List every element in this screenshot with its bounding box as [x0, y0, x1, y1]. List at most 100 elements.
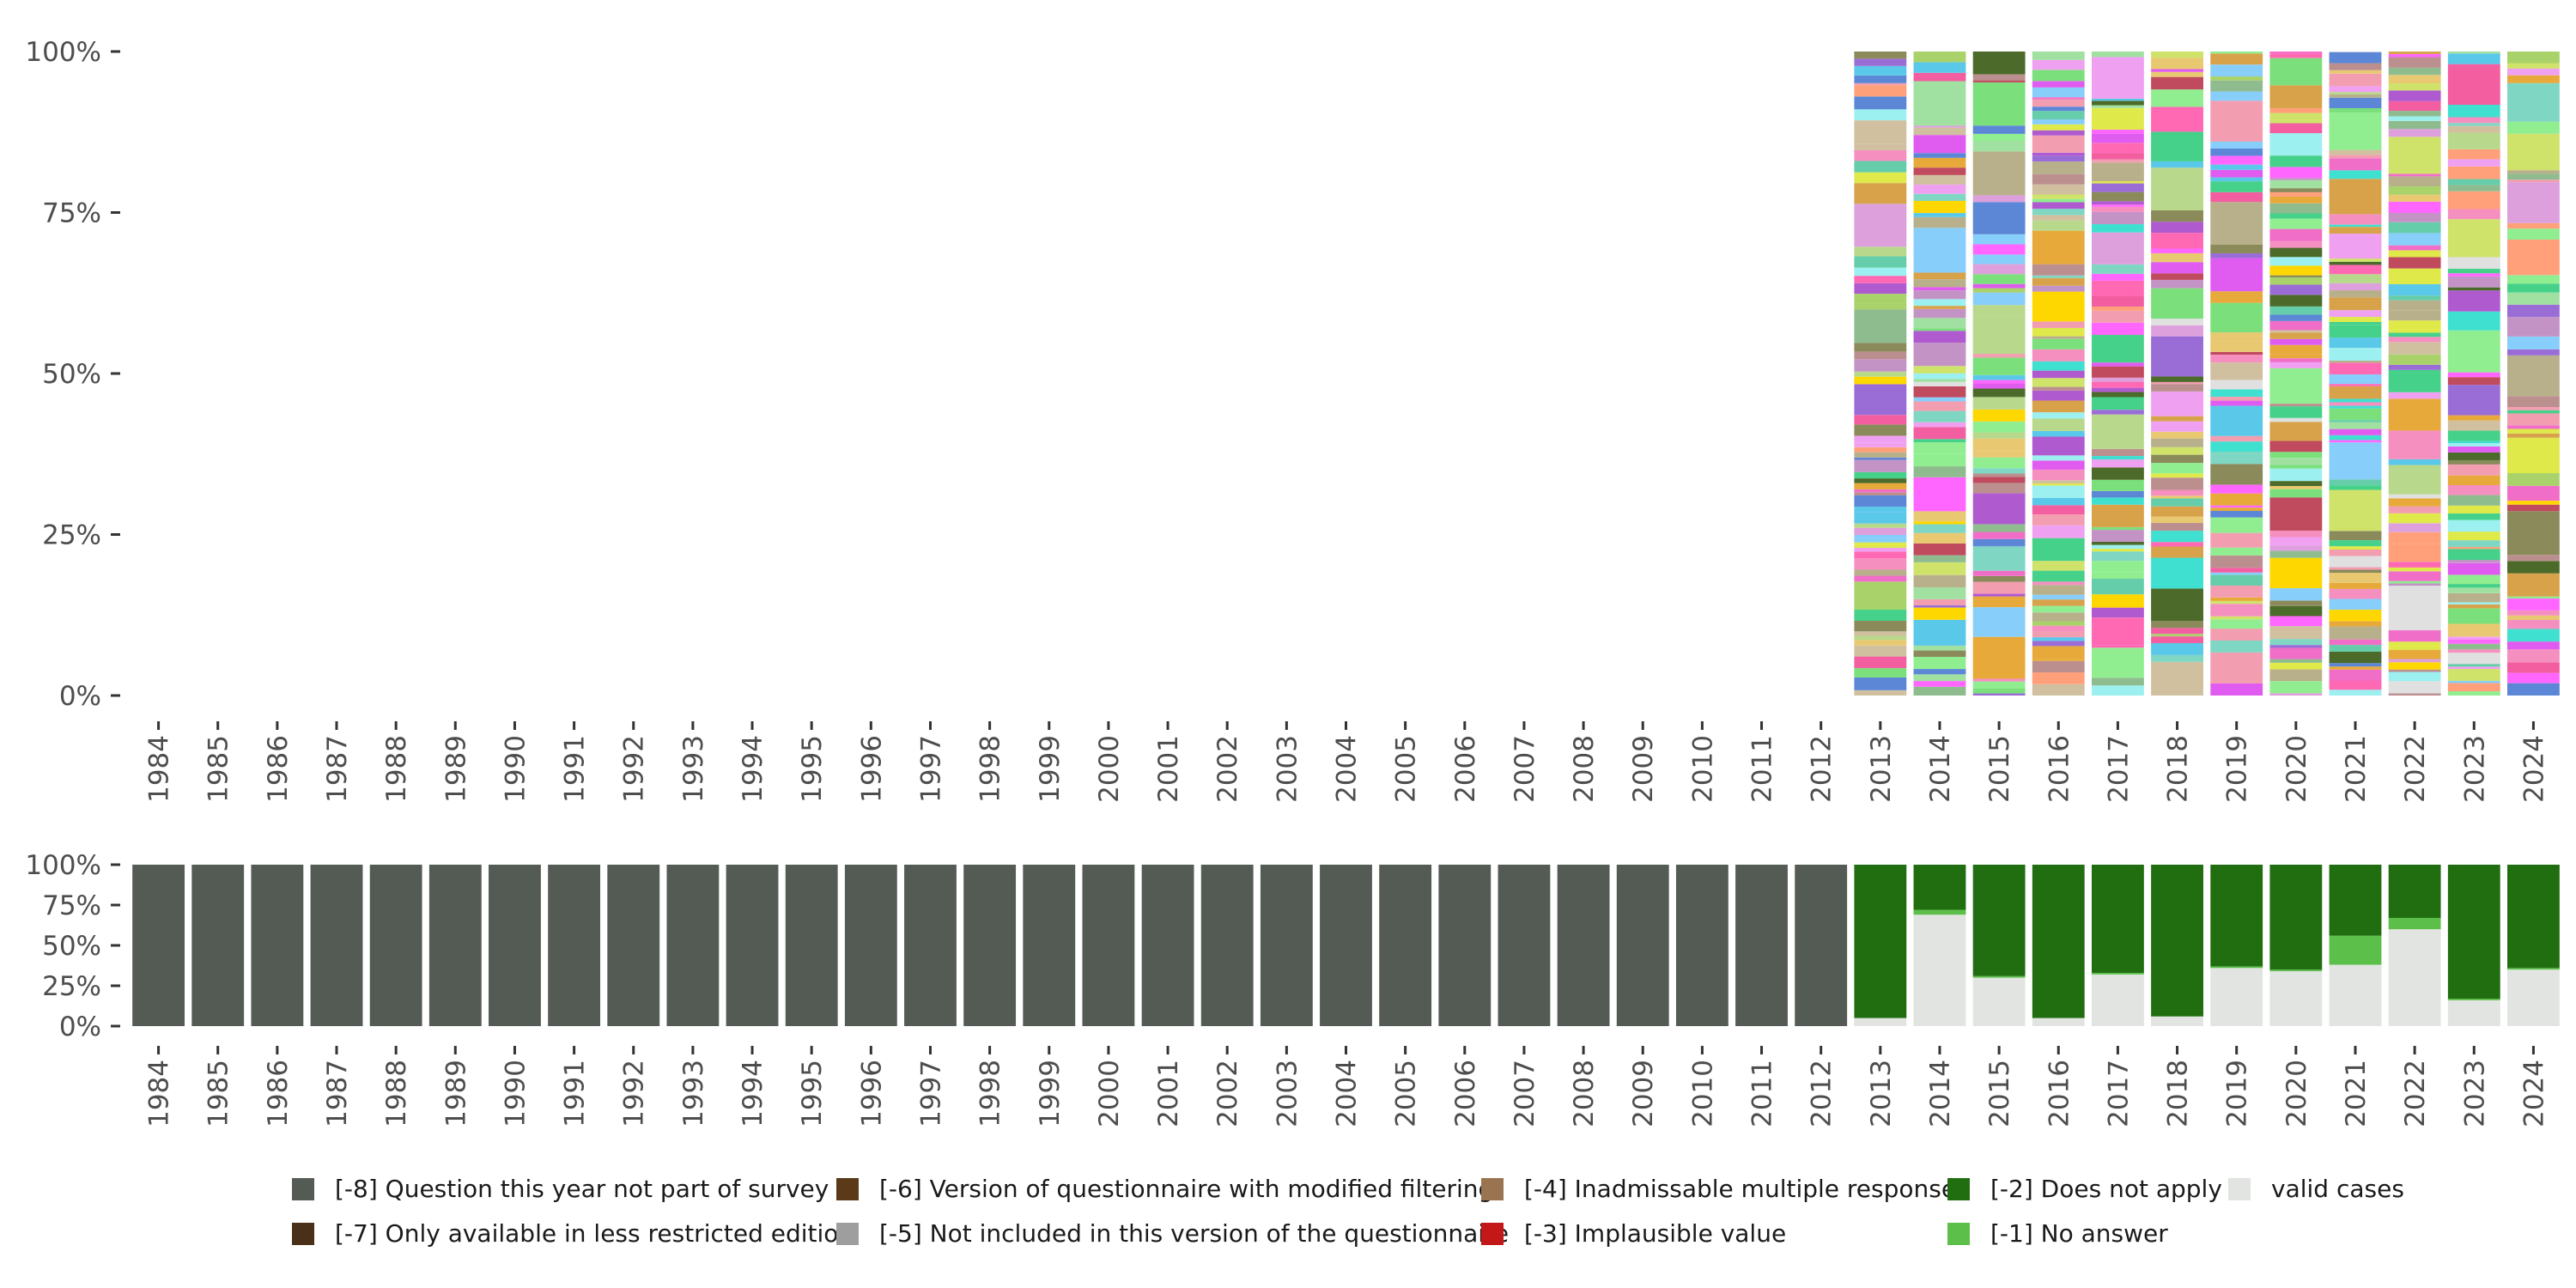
top-bar-segment-2024	[2507, 317, 2560, 337]
top-bar-segment-2017	[2091, 143, 2144, 154]
bottom-bar-segment-2005	[1379, 865, 1432, 1026]
top-bar-segment-2013	[1854, 542, 1907, 548]
top-bar-segment-2016	[2032, 400, 2085, 413]
top-bar-segment-2020	[2269, 277, 2323, 285]
top-bar-segment-2023	[2447, 166, 2500, 179]
top-bar-segment-2020	[2269, 358, 2323, 362]
top-bar-segment-2020	[2269, 178, 2323, 180]
top-bar-segment-2017	[2091, 366, 2144, 378]
top-bar-segment-2018	[2151, 248, 2203, 253]
top-x-tick-label: 1992	[619, 735, 650, 803]
top-bar-segment-2022	[2388, 392, 2441, 399]
legend-item-m5: [-5] Not included in this version of the…	[836, 1219, 1509, 1248]
top-bar-segment-2023	[2447, 532, 2500, 541]
top-bar-segment-2024	[2507, 355, 2560, 397]
top-bar-segment-2019	[2210, 464, 2263, 485]
top-bar-segment-2023	[2447, 191, 2500, 210]
top-bar-segment-2022	[2388, 53, 2441, 58]
bottom-x-tick-label: 1997	[915, 1060, 946, 1127]
top-y-tick-label: 50%	[42, 359, 101, 390]
bottom-x-tick-label: 2004	[1332, 1060, 1363, 1127]
top-x-tick-label: 2003	[1272, 735, 1303, 803]
top-bar-segment-2013	[1854, 527, 1907, 535]
bottom-x-tick-label: 1996	[856, 1060, 887, 1127]
top-bar-segment-2016	[2032, 327, 2085, 337]
top-x-tick-label: 2021	[2341, 735, 2372, 803]
top-bar-segment-2022	[2388, 571, 2441, 581]
top-bar-segment-2020	[2269, 693, 2323, 696]
top-bar-segment-2018	[2151, 546, 2203, 558]
top-bar-segment-2020	[2269, 188, 2323, 192]
top-bar-segment-2020	[2269, 344, 2323, 355]
top-x-tick-label: 2019	[2222, 735, 2253, 803]
top-bar-segment-2020	[2269, 133, 2323, 156]
top-bar-segment-2020	[2269, 465, 2323, 469]
top-bar-segment-2014	[1913, 543, 1966, 556]
top-bar-segment-2024	[2507, 133, 2560, 171]
top-bar-segment-2013	[1854, 645, 1907, 657]
top-bar-segment-2015	[1972, 274, 2026, 284]
top-bar-segment-2019	[2210, 52, 2263, 54]
top-bar-segment-2023	[2447, 639, 2500, 644]
top-bar-segment-2017	[2091, 206, 2144, 212]
bottom-bar-segment-2014	[1913, 914, 1966, 1026]
top-bar-segment-2013	[1854, 609, 1907, 621]
top-bar-segment-2024	[2507, 292, 2560, 305]
top-bar-segment-2013	[1854, 120, 1907, 144]
top-bar-segment-2017	[2091, 52, 2144, 58]
top-bar-segment-2015	[1972, 133, 2026, 141]
top-bar-segment-2014	[1913, 656, 1966, 670]
top-bar-segment-2020	[2269, 58, 2323, 86]
top-bar-segment-2018	[2151, 498, 2203, 507]
top-bar-segment-2018	[2151, 279, 2203, 289]
legend-item-m4: [-4] Inadmissable multiple response	[1481, 1175, 1956, 1203]
top-bar-segment-2020	[2269, 191, 2323, 197]
top-bar-segment-2017	[2091, 617, 2144, 646]
top-bar-segment-2018	[2151, 438, 2203, 447]
bottom-bar-segment-2000	[1082, 865, 1135, 1026]
top-bar-segment-2021	[2329, 274, 2382, 283]
top-bar-segment-2021	[2329, 651, 2382, 664]
top-bar-segment-2018	[2151, 376, 2203, 382]
bottom-bar-segment-2022	[2388, 918, 2441, 930]
top-bar-segment-2023	[2447, 257, 2500, 269]
bottom-bar-segment-2014	[1913, 909, 1966, 915]
top-bar-segment-2023	[2447, 608, 2500, 624]
top-bar-segment-2024	[2507, 485, 2560, 501]
top-bar-segment-2017	[2091, 273, 2144, 281]
top-bar-segment-2022	[2388, 173, 2441, 177]
top-x-tick-label: 2018	[2163, 735, 2194, 803]
top-bar-segment-2016	[2032, 641, 2085, 647]
top-bar-segment-2013	[1854, 149, 1907, 161]
top-bar-segment-2021	[2329, 645, 2382, 652]
top-bar-segment-2016	[2032, 291, 2085, 322]
top-bar-segment-2021	[2329, 405, 2382, 409]
top-bar-segment-2016	[2032, 594, 2085, 600]
top-bar-segment-2022	[2388, 257, 2441, 269]
top-bar-segment-2019	[2210, 451, 2263, 465]
top-bar-segment-2018	[2151, 654, 2203, 662]
top-bar-segment-2022	[2388, 641, 2441, 650]
top-bar-segment-2024	[2507, 82, 2560, 122]
top-bar-segment-2023	[2447, 415, 2500, 421]
top-bar-segment-2024	[2507, 425, 2560, 429]
top-bar-segment-2023	[2447, 52, 2500, 54]
top-x-tick-label: 2022	[2400, 735, 2431, 803]
top-bar-segment-2020	[2269, 107, 2323, 113]
top-x-tick-label: 1985	[204, 735, 234, 803]
legend-swatch	[1481, 1177, 1504, 1200]
top-bar-segment-2017	[2091, 544, 2144, 550]
legend-swatch	[1481, 1222, 1504, 1245]
bottom-bar-segment-2013	[1854, 865, 1907, 1018]
top-bar-segment-2017	[2091, 504, 2144, 527]
top-bar-segment-2015	[1972, 636, 2026, 679]
top-bar-segment-2014	[1913, 587, 1966, 599]
top-bar-segment-2020	[2269, 669, 2323, 682]
top-bar-segment-2022	[2388, 354, 2441, 365]
top-bar-segment-2013	[1854, 143, 1907, 150]
top-bar-segment-2016	[2032, 480, 2085, 483]
top-bar-segment-2013	[1854, 415, 1907, 425]
top-bar-segment-2018	[2151, 421, 2203, 432]
top-bar-segment-2014	[1913, 174, 1966, 185]
top-bar-segment-2022	[2388, 398, 2441, 431]
